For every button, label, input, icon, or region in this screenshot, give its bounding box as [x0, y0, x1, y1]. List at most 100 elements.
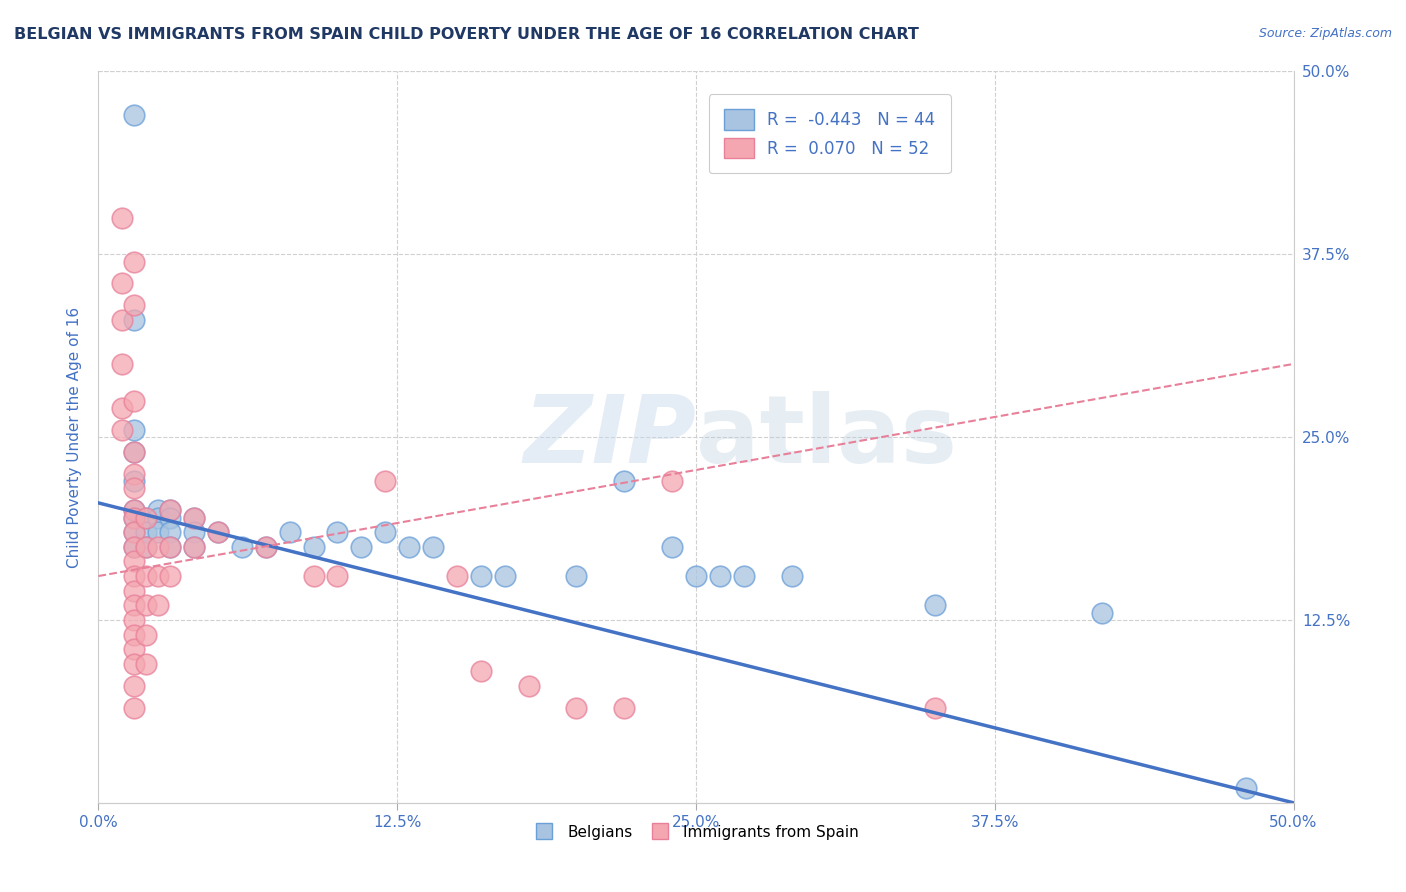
- Point: [124, 540, 146, 554]
- Point: [685, 569, 707, 583]
- Point: [124, 510, 146, 524]
- Point: [183, 510, 205, 524]
- Point: [148, 599, 170, 613]
- Point: [159, 510, 181, 524]
- Point: [124, 393, 146, 408]
- Point: [446, 569, 468, 583]
- Point: [124, 108, 146, 122]
- Point: [1091, 606, 1114, 620]
- Point: [254, 540, 277, 554]
- Point: [135, 569, 157, 583]
- Point: [124, 613, 146, 627]
- Point: [135, 599, 157, 613]
- Point: [111, 313, 134, 327]
- Point: [124, 467, 146, 481]
- Text: ZIP: ZIP: [523, 391, 696, 483]
- Point: [124, 254, 146, 268]
- Point: [124, 444, 146, 458]
- Point: [124, 313, 146, 327]
- Legend: Belgians, Immigrants from Spain: Belgians, Immigrants from Spain: [527, 818, 865, 847]
- Point: [159, 503, 181, 517]
- Point: [159, 540, 181, 554]
- Point: [148, 569, 170, 583]
- Text: Source: ZipAtlas.com: Source: ZipAtlas.com: [1258, 27, 1392, 40]
- Point: [470, 664, 492, 678]
- Text: atlas: atlas: [696, 391, 957, 483]
- Point: [111, 401, 134, 415]
- Point: [124, 503, 146, 517]
- Point: [124, 679, 146, 693]
- Point: [302, 540, 325, 554]
- Point: [135, 510, 157, 524]
- Point: [124, 525, 146, 540]
- Point: [159, 525, 181, 540]
- Point: [517, 679, 540, 693]
- Point: [159, 540, 181, 554]
- Point: [1234, 781, 1257, 796]
- Point: [135, 540, 157, 554]
- Point: [183, 540, 205, 554]
- Point: [374, 474, 396, 488]
- Point: [124, 444, 146, 458]
- Point: [924, 700, 946, 714]
- Point: [124, 700, 146, 714]
- Point: [135, 657, 157, 671]
- Point: [148, 510, 170, 524]
- Point: [135, 525, 157, 540]
- Point: [326, 569, 349, 583]
- Point: [350, 540, 373, 554]
- Point: [124, 503, 146, 517]
- Point: [159, 503, 181, 517]
- Point: [148, 503, 170, 517]
- Point: [780, 569, 803, 583]
- Point: [661, 540, 683, 554]
- Point: [183, 525, 205, 540]
- Point: [124, 627, 146, 641]
- Point: [422, 540, 444, 554]
- Point: [613, 474, 636, 488]
- Point: [231, 540, 253, 554]
- Point: [398, 540, 420, 554]
- Point: [111, 277, 134, 291]
- Point: [302, 569, 325, 583]
- Point: [135, 510, 157, 524]
- Point: [124, 657, 146, 671]
- Point: [326, 525, 349, 540]
- Point: [733, 569, 755, 583]
- Point: [183, 540, 205, 554]
- Text: BELGIAN VS IMMIGRANTS FROM SPAIN CHILD POVERTY UNDER THE AGE OF 16 CORRELATION C: BELGIAN VS IMMIGRANTS FROM SPAIN CHILD P…: [14, 27, 920, 42]
- Point: [124, 554, 146, 568]
- Point: [470, 569, 492, 583]
- Point: [661, 474, 683, 488]
- Point: [124, 481, 146, 495]
- Point: [924, 599, 946, 613]
- Point: [613, 700, 636, 714]
- Point: [124, 423, 146, 437]
- Point: [124, 510, 146, 524]
- Point: [135, 627, 157, 641]
- Point: [124, 569, 146, 583]
- Point: [709, 569, 731, 583]
- Point: [159, 569, 181, 583]
- Point: [124, 599, 146, 613]
- Point: [124, 474, 146, 488]
- Point: [111, 357, 134, 371]
- Point: [278, 525, 301, 540]
- Point: [565, 569, 588, 583]
- Point: [111, 211, 134, 225]
- Point: [124, 525, 146, 540]
- Point: [124, 298, 146, 312]
- Point: [254, 540, 277, 554]
- Point: [565, 700, 588, 714]
- Y-axis label: Child Poverty Under the Age of 16: Child Poverty Under the Age of 16: [67, 307, 83, 567]
- Point: [124, 583, 146, 598]
- Point: [124, 540, 146, 554]
- Point: [183, 510, 205, 524]
- Point: [135, 540, 157, 554]
- Point: [374, 525, 396, 540]
- Point: [207, 525, 229, 540]
- Point: [494, 569, 516, 583]
- Point: [148, 525, 170, 540]
- Point: [207, 525, 229, 540]
- Point: [124, 642, 146, 657]
